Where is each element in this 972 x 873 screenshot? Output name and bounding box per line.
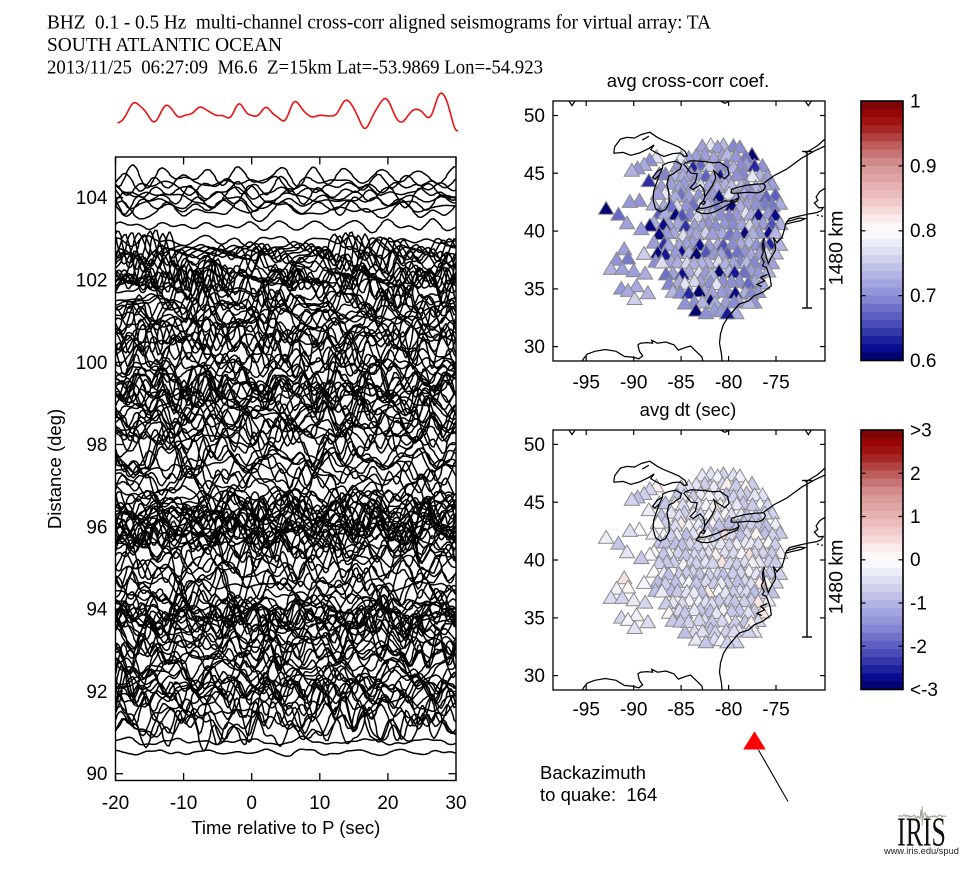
svg-text:-2: -2 xyxy=(910,637,927,658)
svg-text:-75: -75 xyxy=(762,373,789,394)
svg-text:94: 94 xyxy=(86,600,108,621)
svg-text:0.8: 0.8 xyxy=(910,221,936,242)
svg-text:0.9: 0.9 xyxy=(910,156,936,177)
svg-text:-90: -90 xyxy=(620,700,647,721)
svg-text:www.iris.edu/spud: www.iris.edu/spud xyxy=(883,846,959,856)
svg-text:20: 20 xyxy=(377,793,398,814)
svg-text:100: 100 xyxy=(76,353,108,374)
svg-text:SOUTH ATLANTIC OCEAN: SOUTH ATLANTIC OCEAN xyxy=(47,35,282,56)
svg-text:30: 30 xyxy=(524,337,545,358)
svg-text:50: 50 xyxy=(524,106,545,127)
svg-text:avg cross-corr coef.: avg cross-corr coef. xyxy=(607,70,769,91)
svg-text:to quake: 164: to quake: 164 xyxy=(540,784,657,805)
svg-text:<-3: <-3 xyxy=(910,680,938,701)
svg-text:10: 10 xyxy=(309,793,330,814)
svg-text:40: 40 xyxy=(524,222,545,243)
svg-text:98: 98 xyxy=(86,435,107,456)
svg-text:0: 0 xyxy=(246,793,257,814)
svg-text:30: 30 xyxy=(524,666,545,687)
svg-text:-75: -75 xyxy=(762,700,789,721)
svg-text:-95: -95 xyxy=(572,373,599,394)
svg-text:-85: -85 xyxy=(667,700,694,721)
svg-text:1480 km: 1480 km xyxy=(826,211,848,286)
svg-text:0: 0 xyxy=(910,550,921,571)
svg-text:-1: -1 xyxy=(910,594,927,615)
svg-text:45: 45 xyxy=(524,493,545,514)
svg-text:IRIS: IRIS xyxy=(897,810,946,855)
svg-text:avg dt (sec): avg dt (sec) xyxy=(640,399,737,420)
svg-text:30: 30 xyxy=(445,793,466,814)
svg-text:>3: >3 xyxy=(910,421,932,442)
svg-text:104: 104 xyxy=(76,188,108,209)
svg-text:1480 km: 1480 km xyxy=(826,540,848,615)
svg-text:-20: -20 xyxy=(102,793,129,814)
svg-text:35: 35 xyxy=(524,608,545,629)
svg-text:0.7: 0.7 xyxy=(910,286,936,307)
svg-text:92: 92 xyxy=(86,682,107,703)
svg-text:-90: -90 xyxy=(620,373,647,394)
svg-text:-95: -95 xyxy=(572,700,599,721)
svg-text:50: 50 xyxy=(524,435,545,456)
svg-text:35: 35 xyxy=(524,279,545,300)
svg-text:Backazimuth: Backazimuth xyxy=(540,762,646,783)
svg-text:96: 96 xyxy=(86,517,107,538)
svg-text:90: 90 xyxy=(86,764,107,785)
svg-text:1: 1 xyxy=(910,92,921,113)
svg-text:2013/11/25 06:27:09 M6.6 Z=: 2013/11/25 06:27:09 M6.6 Z=15km Lat=-53.… xyxy=(47,58,543,79)
svg-text:-80: -80 xyxy=(715,373,742,394)
svg-text:45: 45 xyxy=(524,164,545,185)
svg-text:-80: -80 xyxy=(715,700,742,721)
svg-text:-85: -85 xyxy=(667,373,694,394)
svg-text:1: 1 xyxy=(910,507,921,528)
svg-text:102: 102 xyxy=(76,271,108,292)
svg-text:-10: -10 xyxy=(170,793,197,814)
svg-text:40: 40 xyxy=(524,551,545,572)
svg-text:BHZ 0.1 - 0.5 Hz multi-chann: BHZ 0.1 - 0.5 Hz multi-channel cross-cor… xyxy=(47,13,711,34)
svg-text:0.6: 0.6 xyxy=(910,351,936,372)
svg-text:Distance (deg): Distance (deg) xyxy=(44,409,65,529)
svg-text:Time relative to P (sec): Time relative to P (sec) xyxy=(191,817,380,838)
svg-text:2: 2 xyxy=(910,464,921,485)
